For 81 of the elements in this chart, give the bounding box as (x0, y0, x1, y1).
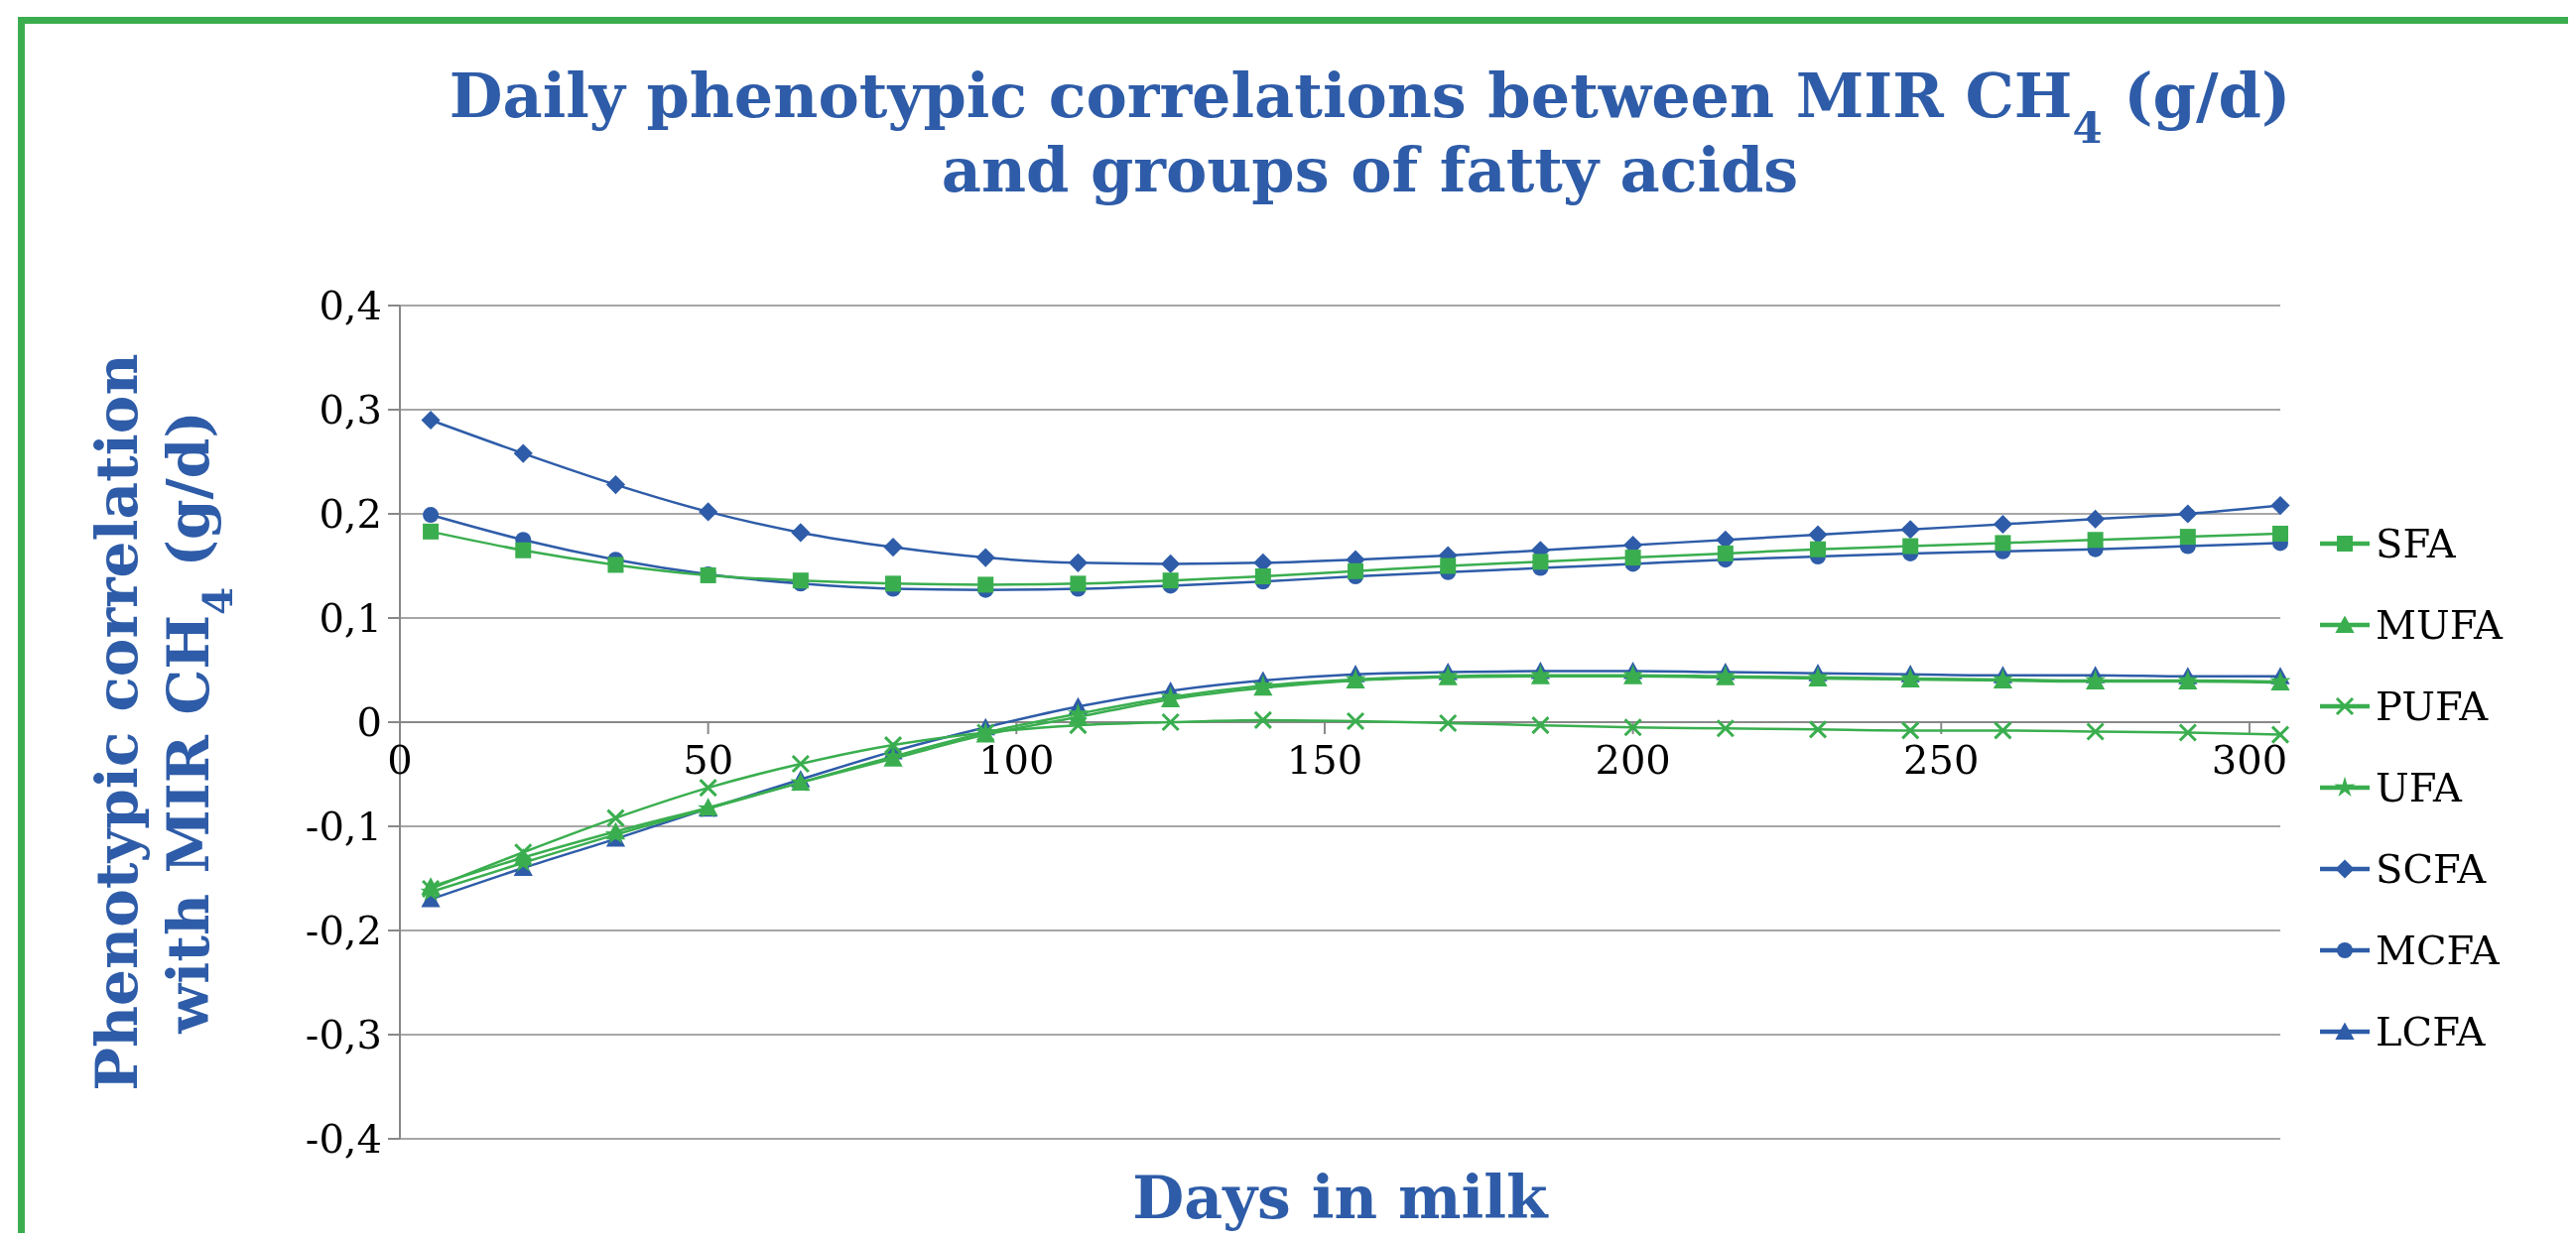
x-tick-label: 200 (1595, 737, 1671, 783)
point (2178, 723, 2198, 742)
point (423, 523, 440, 540)
legend-label: LCFA (2376, 1009, 2487, 1054)
point (1162, 572, 1179, 589)
point (1438, 713, 1458, 733)
y-tick-label: -0,1 (305, 804, 382, 849)
point (885, 575, 902, 592)
x-tick-label: 100 (978, 737, 1055, 783)
point (1068, 715, 1088, 735)
legend-label: SFA (2376, 521, 2457, 566)
x-tick-label: 250 (1903, 737, 1980, 783)
point (2087, 532, 2104, 549)
point (2270, 725, 2290, 745)
point (1624, 550, 1641, 566)
point (1161, 712, 1181, 732)
point (1070, 575, 1087, 592)
point (515, 542, 532, 558)
legend-label: SCFA (2376, 846, 2488, 892)
y-tick-label: -0,4 (305, 1116, 382, 1162)
y-tick-label: 0,1 (319, 595, 382, 641)
point (975, 548, 995, 567)
point (1993, 720, 2012, 740)
point (1254, 568, 1271, 584)
legend-label: UFA (2376, 765, 2463, 810)
point (1348, 562, 1364, 579)
point (1346, 711, 1365, 731)
y-tick-label: 0,2 (319, 491, 382, 537)
point (1900, 520, 1920, 540)
point (1808, 719, 1828, 739)
x-tick-label: 50 (683, 737, 734, 783)
point (423, 507, 440, 524)
point (2178, 504, 2198, 524)
point (2179, 529, 2196, 546)
point (1995, 535, 2011, 552)
point (1810, 541, 1827, 558)
y-tick-label: 0,4 (319, 283, 382, 328)
point (1068, 553, 1089, 572)
point (513, 443, 533, 463)
point (1161, 554, 1181, 573)
point (791, 523, 811, 543)
point (1717, 545, 1734, 561)
point (2272, 525, 2288, 542)
point (421, 410, 441, 431)
point (1716, 718, 1736, 738)
x-axis-title: Days in milk (1132, 1163, 1550, 1232)
point (1993, 514, 2013, 535)
point (699, 778, 718, 798)
point (1253, 710, 1273, 730)
point (699, 502, 718, 522)
point (1902, 538, 1919, 555)
legend-label: MCFA (2376, 928, 2501, 973)
x-tick-label: 150 (1286, 737, 1363, 783)
legend-label: PUFA (2376, 683, 2490, 729)
point (2270, 496, 2290, 516)
point (513, 842, 533, 862)
point (1900, 720, 1920, 740)
point (977, 576, 994, 593)
point (791, 754, 811, 774)
y-tick-label: -0,3 (305, 1012, 382, 1057)
chart-title: Daily phenotypic correlations between MIR CH$_{4}$ (g/d) and groups of fatty acids (449, 60, 2291, 206)
point (421, 877, 441, 895)
point (2086, 509, 2106, 529)
x-tick-label: 0 (387, 737, 413, 783)
y-tick-label: -0,2 (305, 908, 382, 953)
y-tick-label: 0,3 (319, 387, 382, 433)
point (1530, 715, 1550, 735)
point (883, 735, 903, 755)
y-tick-label: 0 (356, 699, 382, 745)
point (1532, 554, 1549, 570)
point (513, 847, 533, 866)
point (605, 475, 626, 495)
point (1623, 717, 1643, 737)
point (2086, 721, 2106, 741)
legend-label: MUFA (2376, 602, 2504, 648)
point (1440, 558, 1457, 574)
point (883, 538, 903, 558)
point (1808, 525, 1828, 545)
x-tick-label: 300 (2211, 737, 2288, 783)
point (605, 808, 625, 828)
point (607, 557, 624, 573)
